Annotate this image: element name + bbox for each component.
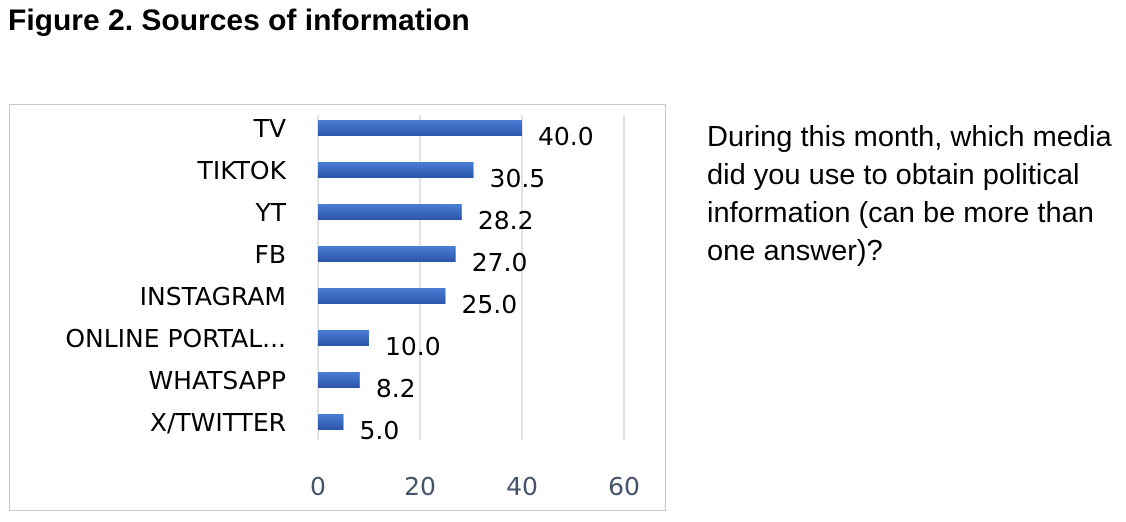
x-tick-label: 60 [608, 472, 640, 501]
figure-title: Figure 2. Sources of information [8, 4, 470, 37]
bars [318, 120, 522, 430]
x-tick-label: 40 [506, 472, 538, 501]
chart-frame: TV TIKTOK YT FB INSTAGRAM ONLINE PORTAL... WHA… [9, 104, 666, 511]
x-axis-ticks: 0 20 40 60 [310, 472, 640, 501]
value-labels: 40.0 30.5 28.2 27.0 25.0 10.0 8.2 5.0 [360, 122, 594, 445]
bar [318, 414, 344, 430]
bar [318, 288, 446, 304]
category-labels: TV TIKTOK YT FB INSTAGRAM ONLINE PORTAL... WHA… [65, 114, 286, 437]
x-tick-label: 0 [310, 472, 326, 501]
bar [318, 330, 369, 346]
category-label: TV [253, 114, 286, 143]
category-label: X/TWITTER [150, 408, 286, 437]
category-label: WHATSAPP [148, 366, 286, 395]
category-label: FB [254, 240, 286, 269]
category-label: TIKTOK [197, 156, 287, 185]
bar [318, 372, 360, 388]
category-label: INSTAGRAM [140, 282, 286, 311]
value-label: 40.0 [538, 122, 594, 151]
bar [318, 204, 462, 220]
value-label: 28.2 [478, 206, 534, 235]
category-label: ONLINE PORTAL... [65, 324, 286, 353]
bar [318, 162, 474, 178]
bar [318, 246, 456, 262]
value-label: 5.0 [360, 416, 400, 445]
x-tick-label: 20 [404, 472, 436, 501]
value-label: 27.0 [472, 248, 528, 277]
value-label: 10.0 [385, 332, 441, 361]
question-text: During this month, which media did you u… [707, 121, 1112, 267]
value-label: 30.5 [490, 164, 546, 193]
bar [318, 120, 522, 136]
value-label: 8.2 [376, 374, 416, 403]
bar-chart: TV TIKTOK YT FB INSTAGRAM ONLINE PORTAL... WHA… [65, 114, 640, 501]
value-label: 25.0 [462, 290, 518, 319]
category-label: YT [254, 198, 286, 227]
